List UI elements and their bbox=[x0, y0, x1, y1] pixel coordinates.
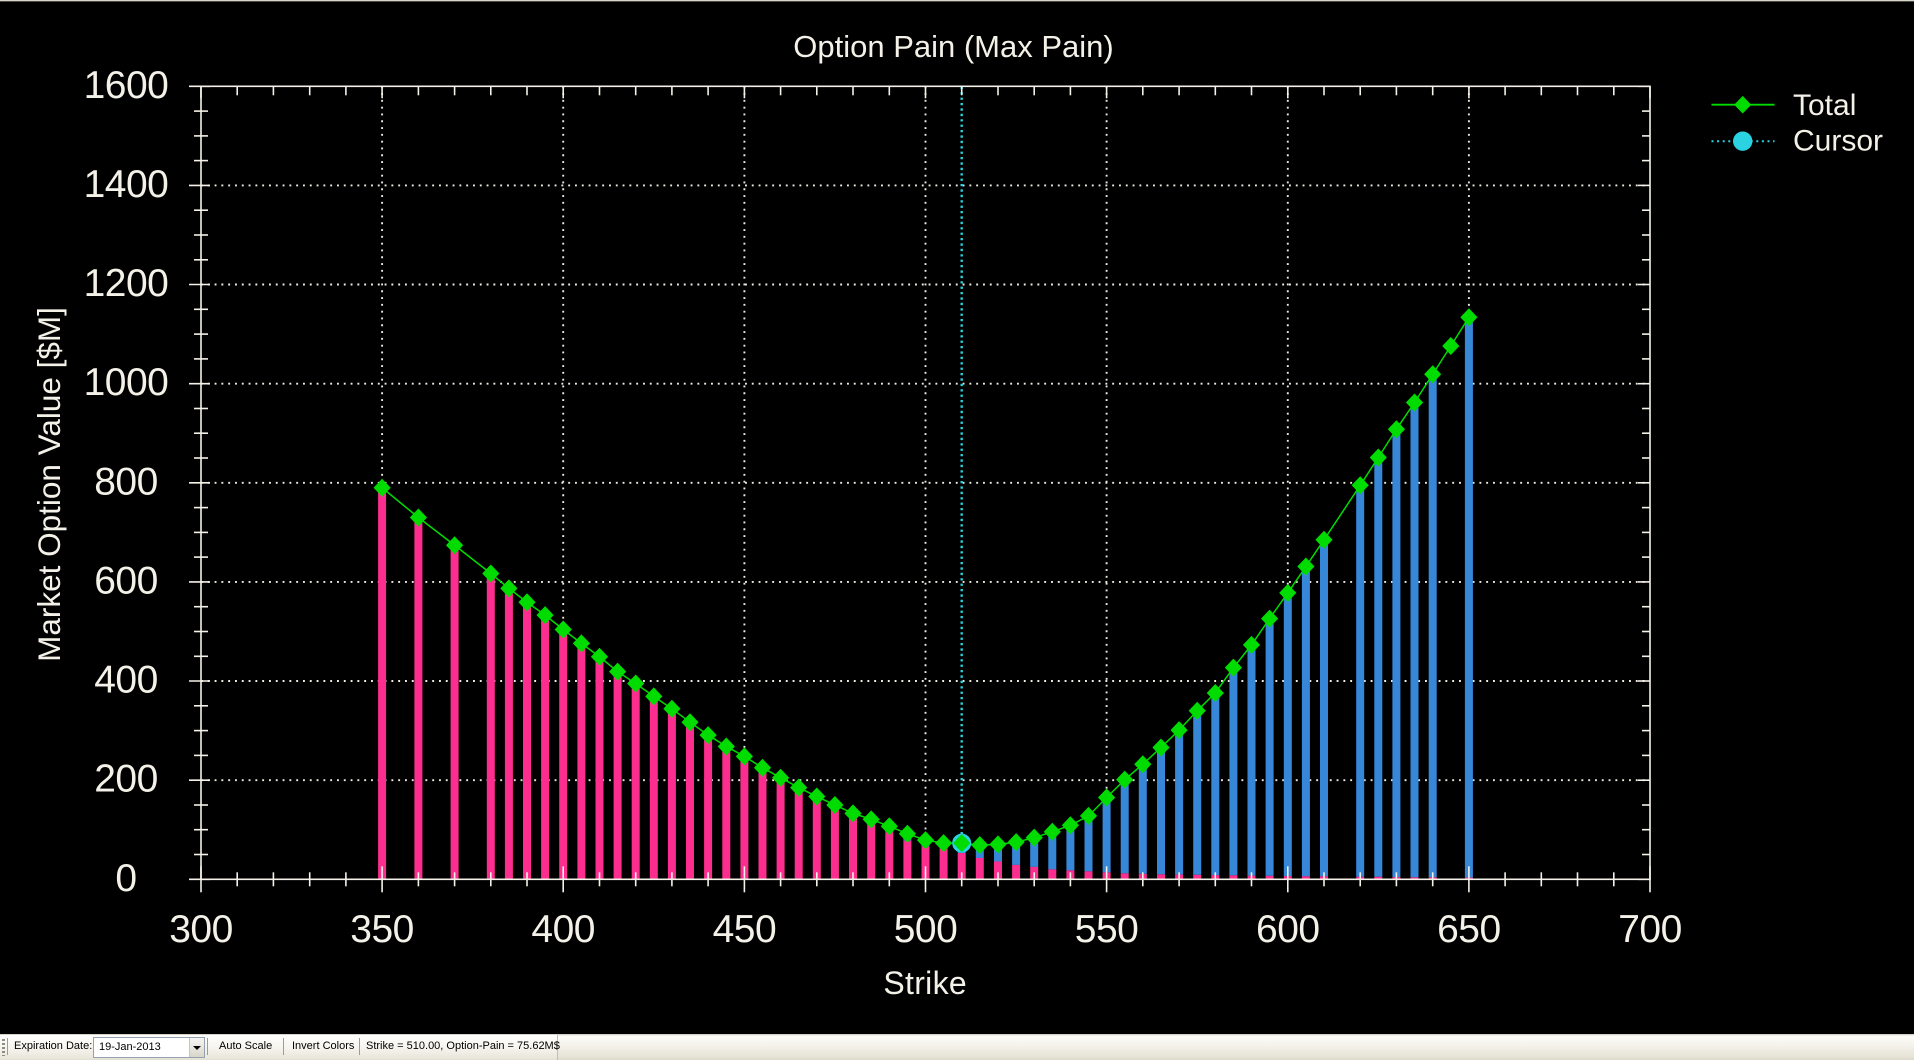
svg-text:400: 400 bbox=[94, 659, 158, 702]
svg-text:700: 700 bbox=[1618, 908, 1682, 951]
svg-text:450: 450 bbox=[713, 908, 777, 951]
svg-text:Strike: Strike bbox=[883, 965, 967, 1001]
svg-text:550: 550 bbox=[1075, 908, 1139, 951]
svg-text:200: 200 bbox=[94, 758, 158, 801]
svg-text:Option Pain (Max Pain): Option Pain (Max Pain) bbox=[793, 29, 1113, 64]
svg-text:1400: 1400 bbox=[84, 163, 169, 206]
svg-text:350: 350 bbox=[350, 908, 414, 951]
svg-text:400: 400 bbox=[531, 908, 595, 951]
svg-text:1600: 1600 bbox=[84, 64, 169, 107]
svg-text:650: 650 bbox=[1437, 908, 1501, 951]
svg-text:600: 600 bbox=[1256, 908, 1320, 951]
svg-text:0: 0 bbox=[115, 857, 136, 900]
svg-text:500: 500 bbox=[894, 908, 958, 951]
svg-text:Market Option Value [$M]: Market Option Value [$M] bbox=[31, 307, 67, 662]
svg-text:300: 300 bbox=[169, 908, 233, 951]
svg-text:1200: 1200 bbox=[84, 262, 169, 305]
svg-text:Cursor: Cursor bbox=[1793, 124, 1883, 157]
svg-text:1000: 1000 bbox=[84, 361, 169, 404]
svg-text:800: 800 bbox=[94, 460, 158, 503]
svg-text:600: 600 bbox=[94, 559, 158, 602]
svg-text:Total: Total bbox=[1793, 89, 1856, 122]
